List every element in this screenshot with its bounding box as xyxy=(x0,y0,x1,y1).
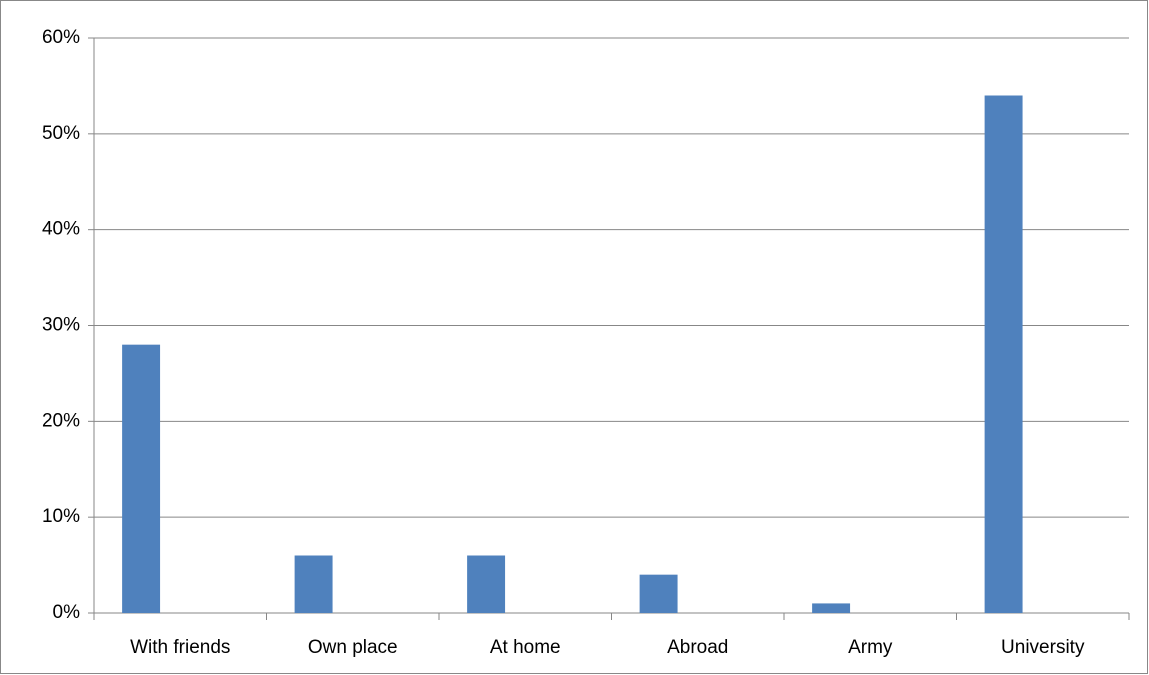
y-tick-label: 10% xyxy=(42,506,80,527)
x-tick-label: Army xyxy=(848,637,893,658)
bar xyxy=(812,603,851,613)
y-tick-label: 60% xyxy=(42,27,80,48)
bar xyxy=(639,574,678,613)
x-tick-label: With friends xyxy=(130,637,230,658)
bar xyxy=(984,95,1023,613)
y-tick-label: 0% xyxy=(53,602,81,623)
y-tick-label: 50% xyxy=(42,123,80,144)
bar xyxy=(122,344,161,613)
bar xyxy=(467,555,506,613)
x-tick-label: Own place xyxy=(308,637,398,658)
x-tick-label: At home xyxy=(490,637,561,658)
x-tick-label: University xyxy=(1001,637,1085,658)
y-tick-label: 40% xyxy=(42,219,80,240)
bar xyxy=(294,555,333,613)
y-tick-label: 30% xyxy=(42,315,80,336)
x-tick-label: Abroad xyxy=(667,637,728,658)
y-tick-label: 20% xyxy=(42,410,80,431)
